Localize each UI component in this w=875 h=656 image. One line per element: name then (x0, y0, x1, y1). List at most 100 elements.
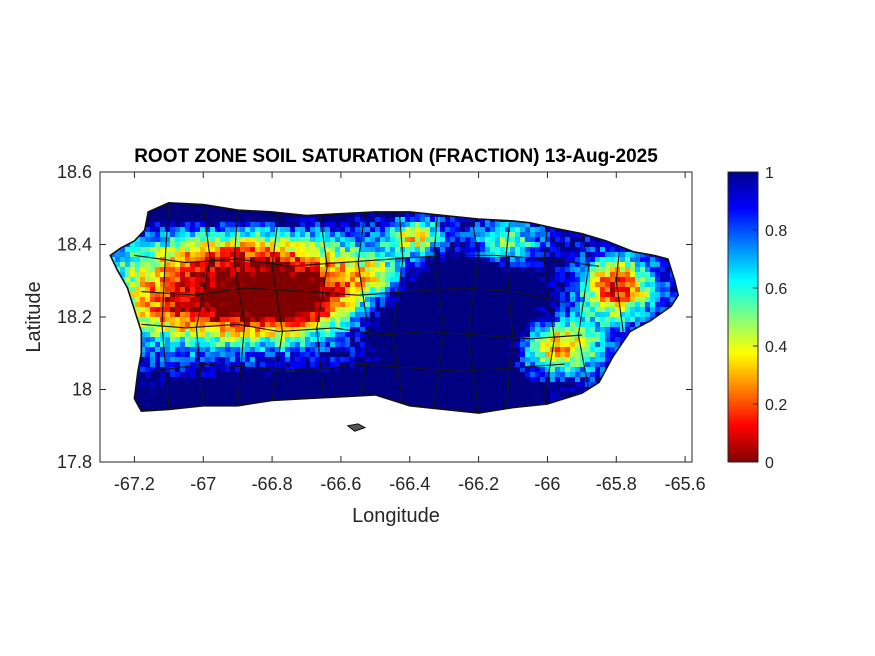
heatmap-cell (580, 352, 586, 358)
heatmap-cell (610, 267, 616, 273)
heatmap-cell (365, 347, 371, 353)
heatmap-cell (605, 312, 611, 318)
heatmap-cell (410, 277, 416, 283)
heatmap-cell (535, 237, 541, 243)
heatmap-cell (280, 242, 286, 248)
heatmap-cell (480, 297, 486, 303)
heatmap-cell (145, 232, 151, 238)
heatmap-cell (290, 237, 296, 243)
heatmap-cell (260, 327, 266, 333)
heatmap-cell (140, 242, 146, 248)
heatmap-cell (575, 252, 581, 258)
heatmap-cell (170, 242, 176, 248)
heatmap-cell (315, 372, 321, 378)
heatmap-cell (280, 327, 286, 333)
heatmap-cell (195, 252, 201, 258)
heatmap-cell (245, 317, 251, 323)
heatmap-cell (170, 342, 176, 348)
heatmap-cell (370, 262, 376, 268)
heatmap-cell (440, 312, 446, 318)
heatmap-cell (430, 377, 436, 383)
heatmap-cell (285, 352, 291, 358)
heatmap-cell (510, 237, 516, 243)
heatmap-cell (655, 302, 661, 308)
heatmap-cell (175, 272, 181, 278)
heatmap-cell (570, 317, 576, 323)
heatmap-cell (390, 367, 396, 373)
heatmap-cell (475, 397, 481, 403)
heatmap-cell (455, 402, 461, 408)
heatmap-cell (595, 307, 601, 313)
heatmap-cell (180, 377, 186, 383)
heatmap-cell (345, 242, 351, 248)
heatmap-cell (165, 332, 171, 338)
heatmap-cell (565, 377, 571, 383)
heatmap-cell (145, 287, 151, 293)
heatmap-cell (460, 382, 466, 388)
heatmap-cell (200, 372, 206, 378)
heatmap-cell (405, 257, 411, 263)
heatmap-cell (630, 307, 636, 313)
heatmap-cell (495, 342, 501, 348)
heatmap-cell (150, 357, 156, 363)
heatmap-cell (475, 382, 481, 388)
heatmap-cell (580, 232, 586, 238)
heatmap-cell (345, 277, 351, 283)
heatmap-cell (205, 287, 211, 293)
heatmap-cell (195, 247, 201, 253)
heatmap-cell (260, 262, 266, 268)
heatmap-cell (235, 222, 241, 228)
heatmap-cell (425, 392, 431, 398)
heatmap-cell (270, 227, 276, 233)
heatmap-cell (140, 397, 146, 403)
heatmap-cell (580, 262, 586, 268)
heatmap-cell (350, 372, 356, 378)
heatmap-cell (440, 357, 446, 363)
heatmap-cell (195, 367, 201, 373)
heatmap-cell (205, 342, 211, 348)
heatmap-cell (305, 287, 311, 293)
heatmap-cell (445, 332, 451, 338)
heatmap-cell (380, 327, 386, 333)
heatmap-cell (200, 272, 206, 278)
heatmap-cell (410, 397, 416, 403)
heatmap-cell (470, 352, 476, 358)
heatmap-cell (355, 257, 361, 263)
heatmap-cell (160, 322, 166, 328)
heatmap-cell (515, 377, 521, 383)
heatmap-cell (150, 227, 156, 233)
heatmap-cell (575, 262, 581, 268)
heatmap-cell (505, 327, 511, 333)
heatmap-cell (575, 267, 581, 273)
heatmap-cell (360, 337, 366, 343)
heatmap-cell (180, 392, 186, 398)
heatmap-cell (155, 247, 161, 253)
heatmap-cell (520, 342, 526, 348)
heatmap-cell (520, 392, 526, 398)
heatmap-cell (410, 337, 416, 343)
heatmap-cell (255, 337, 261, 343)
heatmap-cell (555, 307, 561, 313)
heatmap-cell (655, 297, 661, 303)
heatmap-cell (490, 347, 496, 353)
heatmap-cell (290, 222, 296, 228)
heatmap-cell (290, 247, 296, 253)
heatmap-cell (555, 272, 561, 278)
heatmap-cell (205, 387, 211, 393)
heatmap-cell (420, 237, 426, 243)
heatmap-cell (290, 367, 296, 373)
heatmap-cell (575, 357, 581, 363)
heatmap-cell (140, 382, 146, 388)
heatmap-cell (500, 377, 506, 383)
heatmap-cell (375, 287, 381, 293)
heatmap-cell (355, 307, 361, 313)
heatmap-cell (425, 227, 431, 233)
heatmap-cell (545, 397, 551, 403)
heatmap-cell (215, 287, 221, 293)
heatmap-cell (150, 272, 156, 278)
heatmap-cell (655, 287, 661, 293)
heatmap-cell (305, 272, 311, 278)
heatmap-cell (480, 267, 486, 273)
heatmap-cell (650, 257, 656, 263)
heatmap-cell (600, 357, 606, 363)
